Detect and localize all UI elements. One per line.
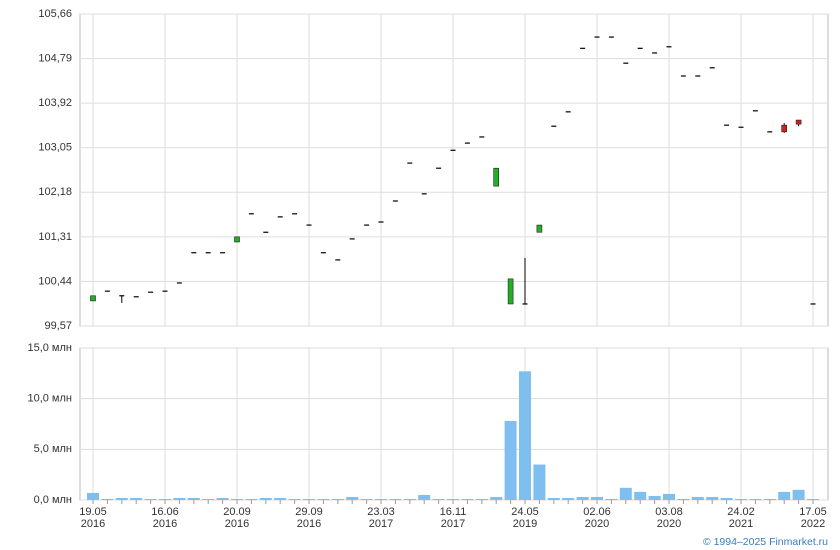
x-tick-label: 16.06 2016 <box>151 506 179 530</box>
volume-bar <box>619 487 632 500</box>
volume-bar <box>504 420 517 500</box>
x-tick-label: 19.05 2016 <box>79 506 107 530</box>
volume-bar <box>216 497 229 500</box>
y-tick-label: 5,0 млн <box>34 443 72 455</box>
volume-bar <box>403 498 416 500</box>
volume-bar <box>519 371 531 500</box>
volume-bar <box>778 491 791 500</box>
y-tick-label: 10,0 млн <box>27 393 72 405</box>
x-tick-label: 23.03 2017 <box>367 506 395 530</box>
candle-body <box>507 278 514 305</box>
candle-body <box>234 236 240 243</box>
volume-bar <box>144 498 157 500</box>
volume-bar <box>130 497 143 500</box>
volume-bar <box>245 498 258 500</box>
volume-bar <box>490 496 503 500</box>
volume-bar <box>331 498 344 500</box>
volume-bar <box>418 494 431 500</box>
y-tick-label: 99,57 <box>44 320 72 332</box>
y-tick-label: 105,66 <box>38 8 72 20</box>
plot-frame <box>79 347 829 501</box>
y-tick-label: 15,0 млн <box>27 342 72 354</box>
volume-bar <box>591 496 603 500</box>
x-tick-label: 16.11 2017 <box>440 506 467 530</box>
volume-bar <box>562 497 575 500</box>
candle-body <box>536 224 543 233</box>
volume-bar <box>317 498 330 500</box>
volume-bar <box>346 496 359 500</box>
volume-bar <box>792 489 805 500</box>
x-tick-label: 20.09 2016 <box>223 506 251 530</box>
candle-body <box>781 124 788 133</box>
volume-bar <box>735 498 747 500</box>
y-tick-label: 104,79 <box>38 52 72 64</box>
x-tick-label: 03.08 2020 <box>655 506 683 530</box>
volume-bar <box>720 497 733 500</box>
volume-bar <box>187 497 200 500</box>
volume-bar <box>533 464 546 500</box>
volume-bar <box>288 498 301 500</box>
x-tick-label: 24.02 2021 <box>727 506 755 530</box>
volume-bar <box>375 498 387 500</box>
volume-bar <box>691 496 704 500</box>
x-tick-label: 02.06 2020 <box>583 506 611 530</box>
volume-bar <box>173 497 186 500</box>
y-tick-label: 103,92 <box>38 97 72 109</box>
volume-bar <box>605 498 618 500</box>
volume-bar <box>360 498 373 500</box>
volume-bar <box>389 498 402 500</box>
volume-bar <box>259 497 272 500</box>
y-tick-label: 0,0 млн <box>34 494 72 506</box>
volume-bar <box>101 498 114 500</box>
volume-bar <box>648 495 661 500</box>
candle-body <box>795 119 802 125</box>
volume-bar <box>447 498 459 500</box>
x-tick-label: 17.05 2022 <box>799 506 827 530</box>
volume-bar <box>475 498 488 500</box>
candle-body <box>90 295 96 302</box>
x-tick-label: 24.05 2019 <box>511 506 539 530</box>
y-tick-label: 103,05 <box>38 142 72 154</box>
volume-bar <box>461 498 474 500</box>
volume-bar <box>706 496 719 500</box>
volume-bar <box>763 498 776 500</box>
volume-bar <box>749 498 762 500</box>
volume-bar <box>159 498 171 500</box>
volume-bar <box>663 493 675 500</box>
y-tick-label: 101,31 <box>38 231 72 243</box>
volume-bar <box>432 498 445 500</box>
volume-bar <box>576 496 589 500</box>
volume-bar <box>634 491 647 500</box>
volume-bar <box>231 498 243 500</box>
candle-body <box>493 167 500 187</box>
volume-bar <box>547 497 560 500</box>
y-tick-label: 102,18 <box>38 186 72 198</box>
volume-bar <box>202 498 215 500</box>
volume-bar <box>677 498 690 500</box>
x-tick-label: 29.09 2016 <box>295 506 323 530</box>
y-tick-label: 100,44 <box>38 275 72 287</box>
volume-bar <box>274 497 287 500</box>
volume-bar <box>303 498 315 500</box>
credit: © 1994–2025 Finmarket.ru <box>703 536 828 548</box>
volume-bar <box>87 492 99 500</box>
plot-frame <box>79 13 829 327</box>
volume-bar <box>807 498 819 500</box>
volume-bar <box>115 497 128 500</box>
